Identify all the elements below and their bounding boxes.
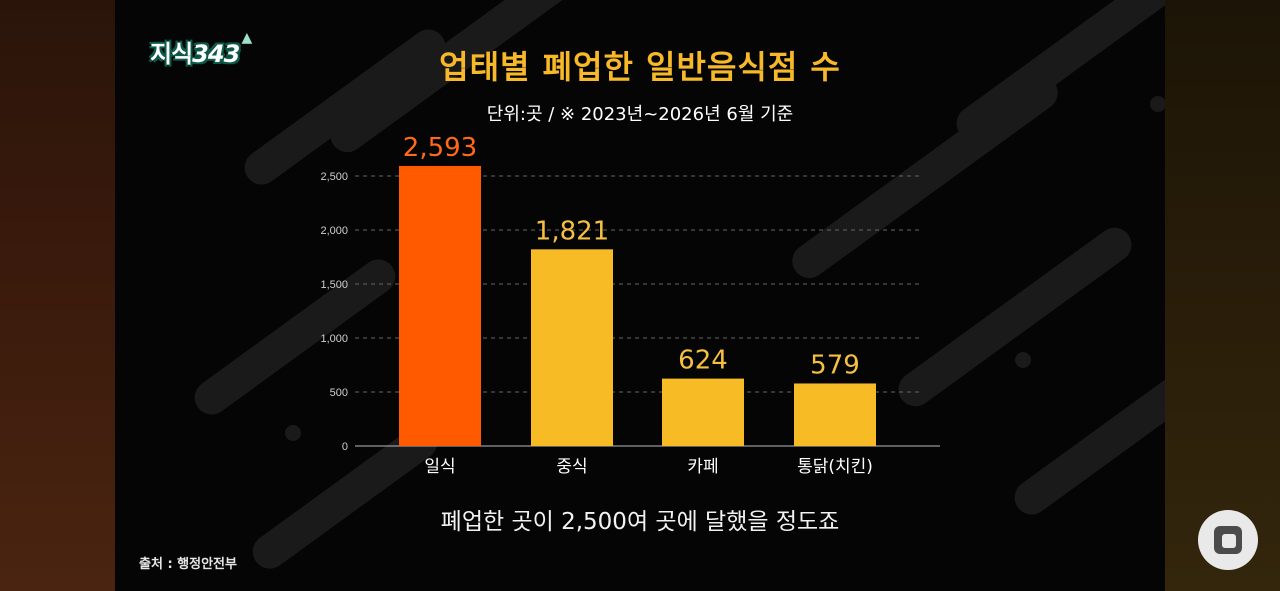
floating-action-button[interactable] [1198,510,1258,570]
x-tick-label: 중식 [556,457,587,477]
logo-text: 지식 [150,40,193,68]
graduation-cap-icon: ▲ [241,30,253,46]
bar [531,249,613,446]
data-label: 2,593 [403,133,477,163]
x-tick-label: 통닭(치킨) [797,457,873,477]
left-background-panel [0,0,115,591]
decorative-dot [1150,96,1165,112]
data-label: 1,821 [535,216,609,246]
video-frame [115,0,1165,591]
bar [399,165,481,446]
bar [662,378,744,446]
y-tick-label: 1,000 [320,333,348,345]
right-background-panel [1165,0,1280,591]
square-icon [1214,526,1242,554]
y-tick-label: 1,500 [320,279,348,291]
chart-subtitle: 단위:곳 / ※ 2023년~2026년 6월 기준 [486,104,794,125]
channel-logo: 지식343 ▲ [150,30,252,69]
data-label: 579 [810,350,860,380]
y-tick-label: 0 [342,441,348,453]
x-tick-label: 카페 [687,457,718,477]
logo-number: 343 [192,40,240,68]
y-tick-label: 2,000 [320,225,348,237]
decorative-dot [285,425,301,441]
decorative-dot [1015,352,1031,368]
x-tick-label: 일식 [424,457,455,477]
source-note: 출처 : 행정안전부 [139,557,237,572]
video-caption: 폐업한 곳이 2,500여 곳에 달했을 정도죠 [440,509,840,535]
y-tick-label: 500 [330,387,348,399]
bar [794,383,876,446]
data-label: 624 [678,346,728,376]
chart-title: 업태별 폐업한 일반음식점 수 [439,48,841,86]
y-tick-label: 2,500 [320,171,348,183]
